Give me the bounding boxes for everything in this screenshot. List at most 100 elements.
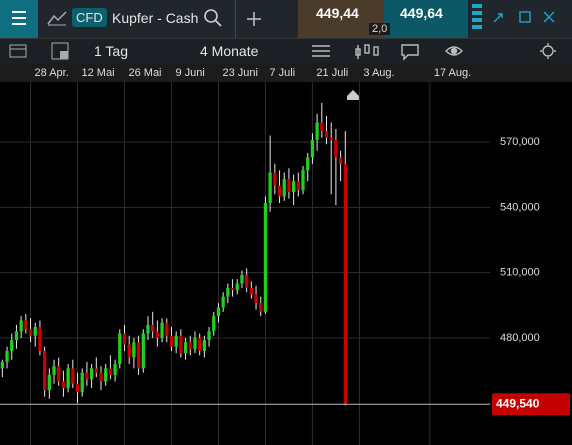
- candle-body: [324, 131, 329, 138]
- ask-price: 449,64: [400, 5, 443, 21]
- candle-body: [42, 350, 47, 391]
- x-tick-label: 9 Juni: [175, 67, 204, 79]
- menu-icon: [12, 11, 26, 25]
- candle-body: [155, 331, 160, 338]
- y-tick-label: 540,000: [500, 201, 540, 213]
- layout-icon[interactable]: [8, 42, 28, 60]
- candle-body: [198, 337, 202, 351]
- candle-body: [306, 157, 310, 171]
- x-tick-label: 7 Juli: [269, 67, 295, 79]
- interval[interactable]: 1 Tag: [94, 43, 128, 59]
- x-tick-label: 21 Juli: [316, 67, 348, 79]
- candle-body: [310, 139, 315, 158]
- candle-body: [268, 172, 272, 203]
- candle-body: [0, 361, 4, 369]
- candle-body: [212, 316, 216, 332]
- candle-body: [52, 366, 56, 375]
- window-controls: [472, 4, 555, 29]
- candle-body: [108, 368, 113, 375]
- ask-box[interactable]: 449,64: [384, 0, 468, 38]
- candle-body: [71, 368, 75, 384]
- x-tick-label: 26 Mai: [128, 67, 161, 79]
- candle-body: [320, 122, 324, 132]
- x-tick-label: 17 Aug.: [434, 67, 471, 79]
- instrument-name[interactable]: Kupfer - Cash: [112, 10, 199, 26]
- candle-body: [179, 335, 183, 354]
- candle-body: [10, 340, 14, 351]
- toolbar-icons: [312, 43, 556, 61]
- candle-body: [216, 307, 221, 317]
- candle-body: [254, 294, 258, 304]
- candle-body: [118, 333, 122, 365]
- candle-body: [151, 324, 155, 332]
- y-tick-label: 480,000: [500, 332, 540, 344]
- candle-body: [202, 340, 207, 351]
- candle-body: [273, 172, 277, 186]
- candle-body: [146, 324, 150, 334]
- candle-body: [85, 372, 89, 380]
- candle-body: [329, 137, 333, 140]
- candle-body: [94, 368, 98, 373]
- candle-body: [19, 320, 23, 332]
- candle-body: [334, 139, 338, 158]
- chart-icon: [47, 11, 67, 26]
- candle-body: [169, 335, 174, 347]
- candle-body: [230, 287, 235, 291]
- candle-body: [47, 374, 51, 391]
- search-icon[interactable]: [202, 7, 224, 29]
- candle-body: [282, 179, 286, 197]
- candle-body: [14, 331, 19, 341]
- candle-body: [136, 342, 141, 369]
- y-tick-label: 510,000: [500, 267, 540, 279]
- candle-body: [263, 203, 268, 312]
- grid-icon[interactable]: [50, 41, 70, 61]
- candle-body: [291, 181, 296, 193]
- candle-body: [296, 181, 300, 190]
- candle-body: [235, 283, 239, 291]
- candle-body: [174, 335, 178, 347]
- range[interactable]: 4 Monate: [200, 43, 259, 59]
- scroll-marker[interactable]: [347, 90, 359, 100]
- candle-body: [57, 366, 61, 382]
- y-tick-label: 570,000: [500, 136, 540, 148]
- candle-body: [141, 333, 145, 369]
- menu-button[interactable]: [0, 0, 38, 38]
- candle-body: [226, 287, 230, 297]
- candle-body: [38, 327, 42, 351]
- candle-body: [343, 163, 347, 405]
- candle-body: [259, 303, 263, 312]
- bid-price: 449,44: [316, 5, 359, 21]
- candle-body: [61, 381, 66, 388]
- candle-body: [104, 368, 108, 382]
- candle-body: [5, 350, 9, 362]
- candle-body: [193, 337, 197, 349]
- candle-body: [28, 329, 33, 336]
- x-tick-label: 3 Aug.: [363, 67, 394, 79]
- last-price-label: 449,540: [496, 396, 540, 410]
- candle-body: [122, 333, 127, 345]
- candle-body: [245, 274, 249, 288]
- candle-body: [315, 122, 319, 140]
- candle-body: [80, 372, 84, 393]
- candle-body: [66, 368, 70, 388]
- candle-body: [132, 342, 136, 358]
- last-price-box: [492, 393, 570, 416]
- candle-body: [113, 364, 117, 375]
- x-tick-label: 23 Juni: [222, 67, 257, 79]
- candle-body: [240, 274, 244, 284]
- candle-body: [249, 287, 253, 295]
- candle-body: [33, 327, 37, 336]
- candle-body: [221, 296, 225, 308]
- add-tab[interactable]: [244, 9, 264, 29]
- date-axis-band: [0, 63, 572, 82]
- chart: 28 Apr. 12 Mai 26 Mai 9 Juni 23 Juni 7 Juli 21…: [0, 63, 572, 445]
- candle-body: [287, 179, 291, 193]
- candle-body: [277, 185, 282, 197]
- spread: 2,0: [369, 23, 391, 35]
- toolbar: 1 Tag 4 Monate: [0, 38, 572, 63]
- candle-body: [75, 383, 80, 393]
- x-tick-label: 28 Apr.: [35, 67, 69, 79]
- candle-body: [301, 170, 305, 190]
- candle-body: [99, 372, 103, 382]
- candle-body: [165, 322, 169, 336]
